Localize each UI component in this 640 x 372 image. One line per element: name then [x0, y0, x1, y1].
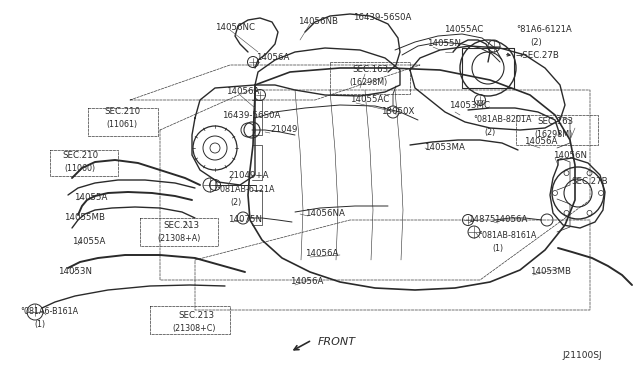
Text: SEC.213: SEC.213: [178, 311, 214, 321]
Text: °081AB-8201A: °081AB-8201A: [473, 115, 531, 125]
Text: 14056A: 14056A: [290, 278, 323, 286]
Text: (1): (1): [34, 320, 45, 328]
Text: SEC.213: SEC.213: [163, 221, 199, 231]
Text: 14056A: 14056A: [305, 250, 339, 259]
Text: 14055AC: 14055AC: [444, 26, 483, 35]
Text: 14055A: 14055A: [72, 237, 106, 247]
Text: 14056NB: 14056NB: [298, 17, 338, 26]
Text: 14053MC: 14053MC: [449, 102, 490, 110]
Text: (1): (1): [492, 244, 503, 253]
Text: 14056A: 14056A: [494, 215, 527, 224]
Text: SEC.210: SEC.210: [62, 151, 98, 160]
Text: 14056N: 14056N: [553, 151, 587, 160]
Text: (21308+A): (21308+A): [157, 234, 200, 243]
Text: (16298M): (16298M): [349, 77, 387, 87]
Text: °081AB-8161A: °081AB-8161A: [478, 231, 536, 241]
Text: SEC.27B: SEC.27B: [571, 177, 607, 186]
Text: 21049+A: 21049+A: [228, 171, 269, 180]
Text: SEC.163: SEC.163: [352, 65, 388, 74]
Text: 14075N: 14075N: [228, 215, 262, 224]
Text: °081AB-6121A: °081AB-6121A: [216, 186, 275, 195]
Text: (16298M): (16298M): [534, 129, 572, 138]
Text: 14053N: 14053N: [58, 267, 92, 276]
Text: 16439-56S0A: 16439-56S0A: [353, 13, 412, 22]
Text: (11060): (11060): [64, 164, 95, 173]
Text: 14875: 14875: [468, 215, 495, 224]
Text: 14053MA: 14053MA: [424, 144, 465, 153]
Text: 16439-56S0A: 16439-56S0A: [222, 112, 280, 121]
Text: 14053MB: 14053MB: [530, 267, 571, 276]
Text: 14056A: 14056A: [256, 54, 289, 62]
Text: 13050X: 13050X: [381, 108, 414, 116]
Text: (2): (2): [230, 198, 241, 206]
Text: 14056A: 14056A: [226, 87, 259, 96]
Text: (2): (2): [484, 128, 495, 137]
Text: SEC.210: SEC.210: [104, 108, 140, 116]
Text: J21100SJ: J21100SJ: [562, 352, 602, 360]
Text: (2): (2): [530, 38, 541, 46]
Text: FRONT: FRONT: [318, 337, 356, 347]
Text: 14056NA: 14056NA: [305, 208, 345, 218]
Text: °081A6-B161A: °081A6-B161A: [20, 308, 78, 317]
Text: SEC.163: SEC.163: [537, 118, 573, 126]
Text: °81A6-6121A: °81A6-6121A: [516, 26, 572, 35]
Text: 14055AC: 14055AC: [350, 96, 389, 105]
Text: (21308+C): (21308+C): [172, 324, 216, 333]
Text: 14055N: 14055N: [427, 39, 461, 48]
Text: 14055MB: 14055MB: [64, 214, 105, 222]
Text: 21049: 21049: [270, 125, 298, 135]
Text: →SEC.27B: →SEC.27B: [516, 51, 560, 61]
Text: (11061): (11061): [106, 119, 137, 128]
Text: 14056NC: 14056NC: [215, 23, 255, 32]
Text: 14055A: 14055A: [74, 193, 108, 202]
Text: 14056A: 14056A: [524, 138, 557, 147]
